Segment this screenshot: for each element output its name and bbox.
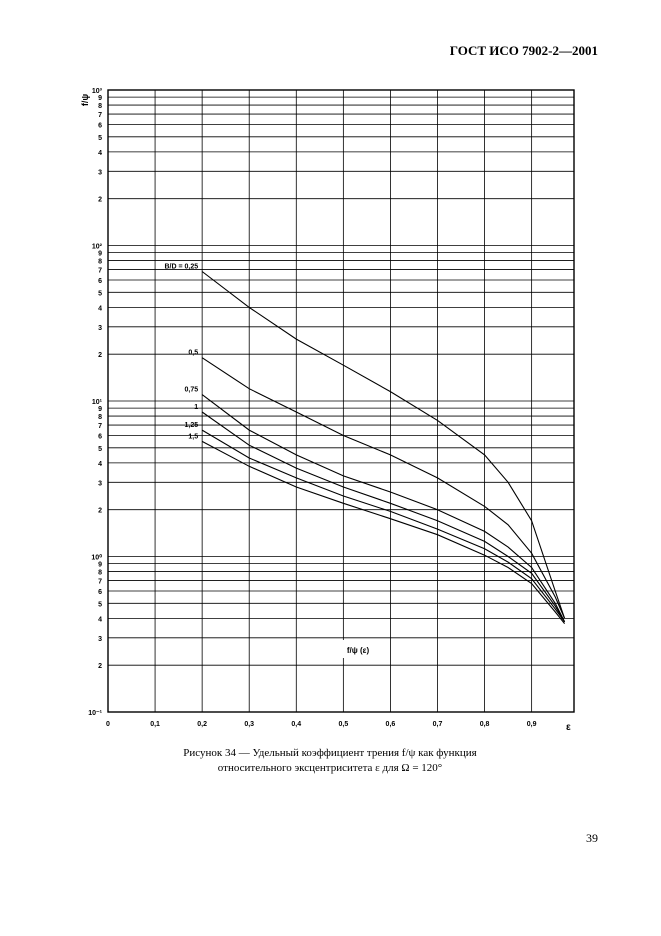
y-tick-label: 9 bbox=[98, 562, 102, 569]
y-tick-label: 2 bbox=[98, 663, 102, 670]
y-tick-label: 7 bbox=[98, 112, 102, 119]
curve bbox=[201, 271, 566, 619]
legend-label: 1,5 bbox=[188, 433, 198, 440]
y-tick-label: 3 bbox=[98, 636, 102, 643]
y-tick-label: 9 bbox=[98, 251, 102, 258]
y-tick-label: 8 bbox=[98, 259, 102, 266]
y-tick-label: 9 bbox=[98, 95, 102, 102]
y-tick-label: 3 bbox=[98, 169, 102, 176]
y-tick-label: 5 bbox=[98, 290, 102, 297]
curve bbox=[201, 357, 566, 619]
x-tick-label: 0 bbox=[106, 721, 110, 728]
legend-label: 1 bbox=[194, 404, 198, 411]
legend-label: 1,25 bbox=[185, 422, 199, 429]
y-tick-label: 8 bbox=[98, 414, 102, 421]
curve bbox=[201, 440, 566, 624]
y-tick-label: 8 bbox=[98, 103, 102, 110]
y-tick-label: 3 bbox=[98, 480, 102, 487]
y-tick-label: 10² bbox=[92, 244, 103, 251]
y-tick-label: 6 bbox=[98, 433, 102, 440]
x-tick-label: 0,2 bbox=[197, 721, 207, 728]
y-tick-label: 6 bbox=[98, 122, 102, 129]
y-tick-label: 5 bbox=[98, 601, 102, 608]
x-tick-label: 0,7 bbox=[433, 721, 443, 728]
x-tick-label: 0,6 bbox=[386, 721, 396, 728]
x-tick-label: 0,1 bbox=[150, 721, 160, 728]
y-tick-label: 3 bbox=[98, 325, 102, 332]
y-axis-label: f/ψ bbox=[80, 94, 90, 106]
annotation-bg bbox=[336, 640, 380, 658]
curve bbox=[201, 411, 566, 623]
y-tick-label: 4 bbox=[98, 616, 102, 623]
y-tick-label: 9 bbox=[98, 406, 102, 413]
legend-label: 0,75 bbox=[185, 387, 199, 394]
y-tick-label: 2 bbox=[98, 352, 102, 359]
curve bbox=[201, 429, 566, 623]
y-tick-label: 6 bbox=[98, 278, 102, 285]
y-tick-label: 10⁻¹ bbox=[88, 710, 102, 717]
x-tick-label: 0,8 bbox=[480, 721, 490, 728]
y-tick-label: 7 bbox=[98, 268, 102, 275]
x-tick-label: 0,5 bbox=[338, 721, 348, 728]
y-tick-label: 10³ bbox=[92, 88, 103, 95]
caption-line: Рисунок 34 — Удельный коэффициент трения… bbox=[183, 747, 476, 759]
y-tick-label: 4 bbox=[98, 150, 102, 157]
y-tick-label: 5 bbox=[98, 446, 102, 453]
y-tick-label: 10¹ bbox=[92, 399, 103, 406]
y-tick-label: 10⁰ bbox=[91, 554, 102, 562]
x-axis-label: ε bbox=[566, 722, 571, 733]
curve bbox=[201, 394, 566, 623]
y-tick-label: 2 bbox=[98, 197, 102, 204]
y-tick-label: 4 bbox=[98, 461, 102, 468]
header: ГОСТ ИСО 7902-2—2001 bbox=[450, 43, 598, 58]
y-tick-label: 4 bbox=[98, 305, 102, 312]
y-tick-label: 2 bbox=[98, 508, 102, 515]
caption-line: относительного эксцентриситета ε для Ω =… bbox=[218, 762, 442, 774]
x-tick-label: 0,3 bbox=[244, 721, 254, 728]
y-tick-label: 5 bbox=[98, 135, 102, 142]
legend-label: B/D = 0,25 bbox=[164, 264, 198, 271]
page-number: 39 bbox=[586, 831, 598, 845]
x-tick-label: 0,9 bbox=[527, 721, 537, 728]
y-tick-label: 6 bbox=[98, 589, 102, 596]
x-tick-label: 0,4 bbox=[291, 721, 301, 728]
y-tick-label: 7 bbox=[98, 579, 102, 586]
y-tick-label: 7 bbox=[98, 423, 102, 430]
annotation: f/ψ (ε) bbox=[347, 646, 370, 655]
legend-label: 0,5 bbox=[188, 350, 198, 357]
y-tick-label: 8 bbox=[98, 570, 102, 577]
